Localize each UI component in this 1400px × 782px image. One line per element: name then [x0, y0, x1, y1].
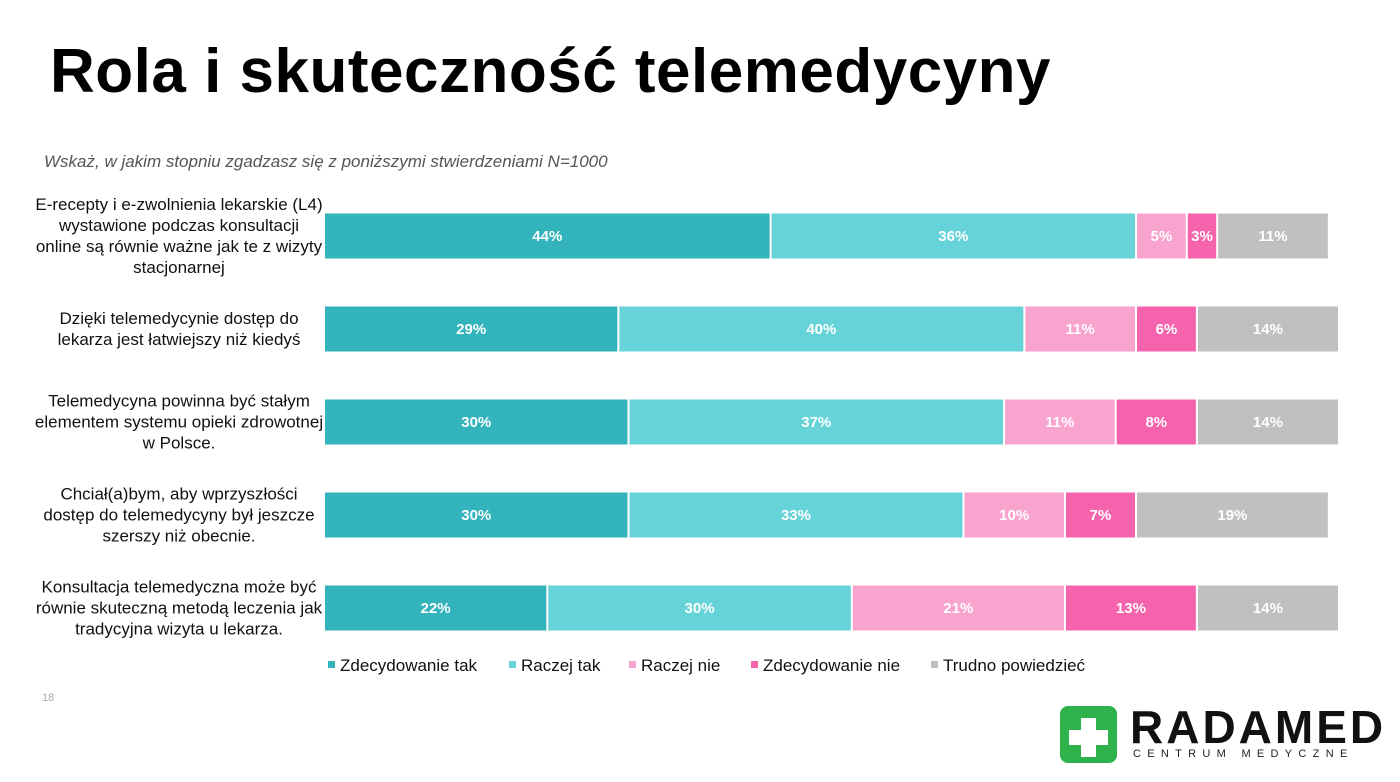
- legend-marker: [328, 661, 335, 668]
- value-label: 19%: [1217, 507, 1247, 524]
- value-label: 6%: [1156, 321, 1178, 338]
- bar-segment: [1065, 492, 1135, 538]
- bar-segment: [325, 399, 628, 445]
- value-label: 11%: [1258, 228, 1287, 245]
- legend-marker: [509, 661, 516, 668]
- logo-icon: [1060, 706, 1117, 763]
- value-label: 30%: [461, 414, 491, 431]
- bar-segment: [325, 492, 628, 538]
- logo-name: RADAMED: [1130, 701, 1387, 753]
- bar-segment: [964, 492, 1064, 538]
- bar-segment: [771, 213, 1135, 259]
- value-label: 21%: [943, 600, 973, 617]
- legend-label: Raczej nie: [641, 656, 720, 675]
- bar-segment: [1025, 306, 1135, 352]
- bar-segment: [1137, 492, 1328, 538]
- bar-segment: [1005, 399, 1115, 445]
- legend-marker: [751, 661, 758, 668]
- value-label: 33%: [781, 507, 811, 524]
- category-label: E-recepty i e-zwolnienia lekarskie (L4) …: [35, 195, 323, 277]
- bar-segment: [629, 399, 1004, 445]
- title: Rola i skuteczność telemedycyny: [50, 37, 1052, 106]
- bar-segment: [1137, 213, 1186, 259]
- bar-segment: [1065, 585, 1196, 631]
- value-label: 30%: [461, 507, 491, 524]
- bar-segment: [1197, 306, 1338, 352]
- bar-segment: [1187, 213, 1217, 259]
- category-label: Chciał(a)bym, aby wprzyszłości dostęp do…: [43, 484, 315, 546]
- subtitle: Wskaż, w jakim stopniu zgadzasz się z po…: [44, 152, 608, 171]
- value-label: 14%: [1253, 600, 1283, 617]
- bar-segment: [629, 492, 963, 538]
- value-label: 8%: [1145, 414, 1167, 431]
- value-label: 37%: [801, 414, 831, 431]
- value-label: 14%: [1253, 414, 1283, 431]
- category-label: Dzięki telemedycynie dostęp do lekarza j…: [57, 309, 301, 349]
- legend-label: Zdecydowanie tak: [340, 656, 478, 675]
- logo-tagline: CENTRUM MEDYCZNE: [1133, 748, 1354, 760]
- bar-segment: [1137, 306, 1196, 352]
- bar-segment: [325, 585, 547, 631]
- bar-segment: [619, 306, 1024, 352]
- value-label: 40%: [806, 321, 836, 338]
- value-label: 44%: [532, 228, 562, 245]
- value-label: 36%: [938, 228, 968, 245]
- value-label: 11%: [1066, 321, 1095, 338]
- bar-segment: [325, 306, 618, 352]
- value-label: 5%: [1151, 228, 1173, 245]
- bar-segment: [852, 585, 1064, 631]
- value-label: 22%: [421, 600, 451, 617]
- value-label: 30%: [685, 600, 715, 617]
- legend-label: Zdecydowanie nie: [763, 656, 900, 675]
- category-label: Telemedycyna powinna być stałym elemente…: [34, 391, 324, 453]
- legend-marker: [931, 661, 938, 668]
- bar-segment: [1218, 213, 1328, 259]
- bar-segment: [548, 585, 851, 631]
- value-label: 10%: [999, 507, 1029, 524]
- category-label: Konsultacja telemedyczna może być równie…: [35, 577, 323, 639]
- bar-segment: [1197, 399, 1338, 445]
- value-label: 11%: [1045, 414, 1074, 431]
- legend-label: Raczej tak: [521, 656, 601, 675]
- value-label: 7%: [1090, 507, 1112, 524]
- value-label: 29%: [456, 321, 486, 338]
- bar-segment: [325, 213, 770, 259]
- page-number: 18: [42, 692, 55, 704]
- legend-label: Trudno powiedzieć: [943, 656, 1086, 675]
- value-label: 3%: [1191, 228, 1213, 245]
- value-label: 13%: [1116, 600, 1146, 617]
- legend-marker: [629, 661, 636, 668]
- value-label: 14%: [1253, 321, 1283, 338]
- bar-segment: [1197, 585, 1338, 631]
- bar-segment: [1116, 399, 1196, 445]
